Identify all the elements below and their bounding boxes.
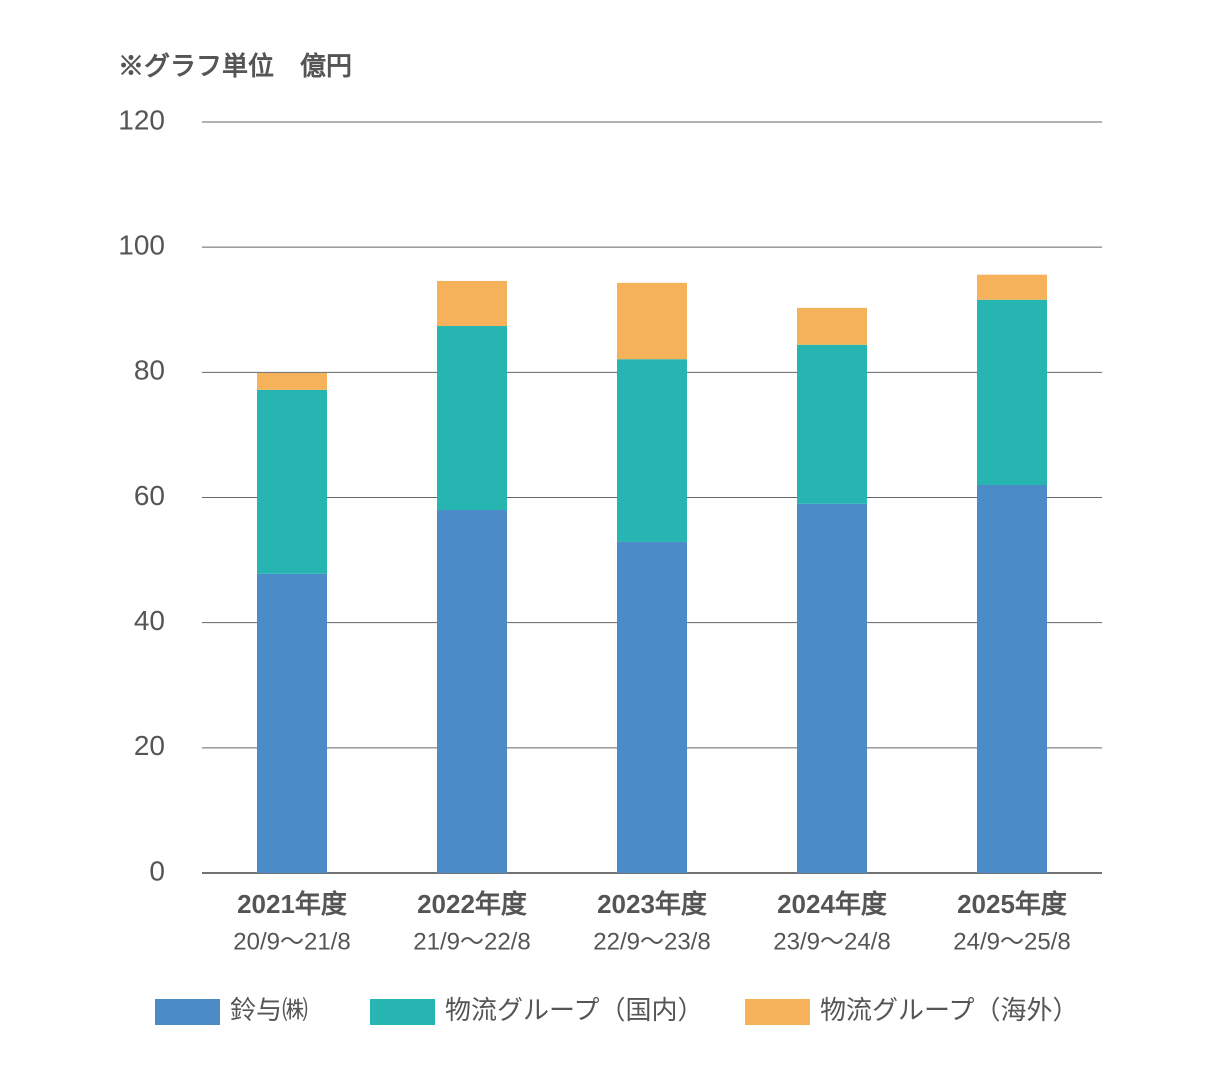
legend-label: 鈴与㈱ <box>230 995 308 1025</box>
x-tick-label: 2022年度 <box>417 889 527 919</box>
bar-segment <box>977 274 1047 300</box>
x-tick-period: 21/9〜22/8 <box>413 928 530 955</box>
y-tick-label: 120 <box>118 104 165 135</box>
bar-segment <box>257 372 327 390</box>
bar-segment <box>437 326 507 511</box>
x-tick-label: 2023年度 <box>597 889 707 919</box>
bar-segment <box>437 280 507 327</box>
y-tick-label: 0 <box>149 855 165 886</box>
x-tick-period: 20/9〜21/8 <box>233 928 350 955</box>
y-tick-label: 100 <box>118 230 165 261</box>
x-tick-period: 24/9〜25/8 <box>953 928 1070 955</box>
y-tick-label: 80 <box>134 355 165 386</box>
x-tick-label: 2025年度 <box>957 889 1067 919</box>
bar-segment <box>797 344 867 504</box>
y-tick-label: 60 <box>134 480 165 511</box>
x-tick-label: 2024年度 <box>777 889 887 919</box>
y-tick-label: 40 <box>134 605 165 636</box>
bar-segment <box>257 389 327 574</box>
bar-segment <box>977 299 1047 485</box>
legend-label: 物流グループ（海外） <box>820 995 1078 1025</box>
x-tick-period: 22/9〜23/8 <box>593 928 710 955</box>
bar-segment <box>617 282 687 360</box>
legend-swatch <box>370 999 435 1025</box>
bar-segment <box>257 573 327 873</box>
legend-swatch <box>155 999 220 1025</box>
bar-segment <box>617 541 687 873</box>
x-tick-period: 23/9〜24/8 <box>773 928 890 955</box>
legend-swatch <box>745 999 810 1025</box>
x-tick-label: 2021年度 <box>237 889 347 919</box>
legend-label: 物流グループ（国内） <box>445 995 703 1025</box>
bar-segment <box>797 503 867 873</box>
y-tick-label: 20 <box>134 730 165 761</box>
bar-segment <box>617 359 687 542</box>
bar-segment <box>977 484 1047 873</box>
bar-segment <box>437 510 507 873</box>
bar-segment <box>797 307 867 345</box>
chart-title: ※グラフ単位 億円 <box>118 51 352 81</box>
